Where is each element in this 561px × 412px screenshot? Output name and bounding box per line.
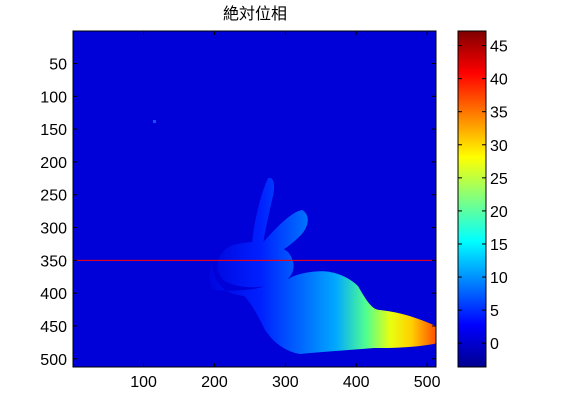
y-tick-label: 500 bbox=[40, 352, 67, 369]
y-tick-label: 150 bbox=[40, 122, 67, 139]
y-tick-label: 250 bbox=[40, 188, 67, 205]
colorbar bbox=[458, 31, 486, 367]
chart-title: 絶対位相 bbox=[223, 4, 287, 23]
colorbar-tick-label: 20 bbox=[490, 204, 508, 221]
object-region bbox=[209, 177, 436, 354]
colorbar-tick-label: 15 bbox=[490, 237, 508, 254]
speck bbox=[153, 120, 156, 123]
colorbar-tick-label: 40 bbox=[490, 72, 508, 89]
y-tick-label: 100 bbox=[40, 89, 67, 106]
colorbar-tick-label: 35 bbox=[490, 105, 508, 122]
object-ear-1 bbox=[252, 177, 275, 253]
x-tick-label: 200 bbox=[201, 374, 228, 391]
x-axis-ticks: 100 200 300 400 500 bbox=[130, 31, 441, 391]
colorbar-tick-label: 30 bbox=[490, 138, 508, 155]
x-tick-label: 300 bbox=[272, 374, 299, 391]
y-tick-label: 350 bbox=[40, 253, 67, 270]
colorbar-tick-label: 25 bbox=[490, 171, 508, 188]
x-tick-label: 400 bbox=[343, 374, 370, 391]
y-tick-label: 300 bbox=[40, 221, 67, 238]
y-tick-label: 50 bbox=[49, 56, 67, 73]
colorbar-tick-label: 0 bbox=[490, 336, 499, 353]
colorbar-frame bbox=[457, 30, 487, 368]
y-axis-ticks: 50 100 150 200 250 300 350 400 450 500 bbox=[40, 56, 436, 369]
colorbar-ticks: 0 5 10 15 20 25 30 35 40 45 bbox=[458, 39, 508, 353]
y-tick-label: 400 bbox=[40, 286, 67, 303]
y-tick-label: 450 bbox=[40, 319, 67, 336]
colorbar-tick-label: 5 bbox=[490, 303, 499, 320]
phase-image bbox=[73, 31, 436, 367]
image-axes-frame bbox=[72, 30, 437, 368]
object-head bbox=[217, 242, 294, 288]
y-tick-label: 200 bbox=[40, 155, 67, 172]
x-tick-label: 100 bbox=[130, 374, 157, 391]
colorbar-tick-label: 45 bbox=[490, 39, 508, 56]
x-tick-label: 500 bbox=[414, 374, 441, 391]
object-body bbox=[209, 262, 436, 354]
colorbar-tick-label: 10 bbox=[490, 270, 508, 287]
